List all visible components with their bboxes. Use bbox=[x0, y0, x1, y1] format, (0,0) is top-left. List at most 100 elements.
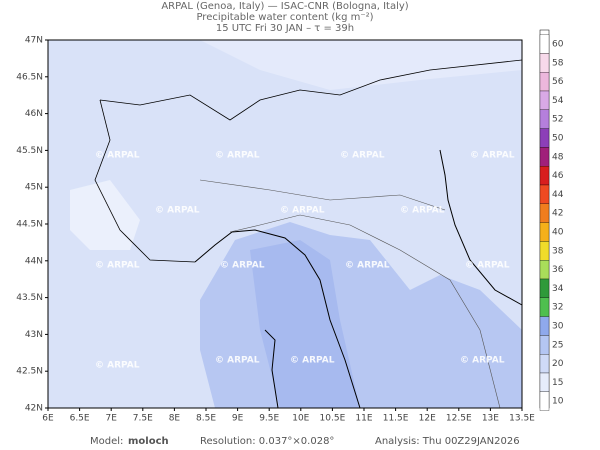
colorbar-label: 52 bbox=[552, 115, 563, 125]
color-swatch bbox=[539, 316, 550, 336]
watermark: © ARPAL bbox=[340, 151, 385, 161]
color-swatch bbox=[539, 166, 550, 186]
watermark: © ARPAL bbox=[95, 261, 140, 271]
watermark: © ARPAL bbox=[220, 261, 265, 271]
color-swatch bbox=[539, 335, 550, 355]
coastline bbox=[439, 149, 523, 306]
header-line: Precipitable water content (kg m⁻²) bbox=[196, 12, 373, 23]
colorbar-label: 32 bbox=[552, 303, 563, 313]
border bbox=[229, 214, 501, 409]
lon-label: 13.5E bbox=[509, 414, 535, 424]
lat-label: 42N bbox=[25, 404, 43, 414]
watermark: © ARPAL bbox=[95, 151, 140, 161]
footer-label: Model: bbox=[90, 436, 123, 447]
colorbar-label: 38 bbox=[552, 246, 564, 256]
footer-model: moloch bbox=[128, 436, 169, 447]
lat-label: 43N bbox=[25, 330, 43, 340]
colorbar-label: 44 bbox=[552, 190, 564, 200]
colorbar-label: 42 bbox=[552, 209, 563, 219]
lat-label: 44.5N bbox=[16, 220, 43, 230]
colorbar-label: 46 bbox=[552, 171, 564, 181]
lon-label: 13E bbox=[482, 414, 499, 424]
colorbar-label: 20 bbox=[552, 359, 564, 369]
header-line: ARPAL (Genoa, Italy) — ISAC-CNR (Bologna… bbox=[161, 1, 408, 12]
color-swatch bbox=[539, 34, 550, 54]
lat-label: 45.5N bbox=[16, 146, 43, 156]
watermark: © ARPAL bbox=[280, 206, 325, 216]
watermark: © ARPAL bbox=[400, 206, 445, 216]
lat-label: 46.5N bbox=[16, 72, 43, 82]
color-swatch bbox=[539, 297, 550, 317]
colorbar-label: 15 bbox=[552, 378, 563, 388]
color-swatch bbox=[539, 72, 550, 92]
colorbar-label: 34 bbox=[552, 284, 564, 294]
watermark: © ARPAL bbox=[290, 356, 335, 366]
coastline bbox=[194, 229, 361, 409]
coastline bbox=[264, 329, 279, 409]
map bbox=[47, 39, 523, 409]
lon-label: 10.5E bbox=[320, 414, 346, 424]
colorbar-label: 60 bbox=[552, 40, 564, 50]
color-swatch bbox=[539, 128, 550, 148]
colorbar-label: 48 bbox=[552, 152, 564, 162]
color-swatch bbox=[539, 372, 550, 392]
lon-label: 7E bbox=[105, 414, 117, 424]
lon-label: 9E bbox=[232, 414, 244, 424]
colorbar-label: 58 bbox=[552, 58, 564, 68]
watermark: © ARPAL bbox=[345, 261, 390, 271]
lat-label: 47N bbox=[25, 36, 43, 46]
lon-label: 8E bbox=[169, 414, 181, 424]
color-swatch bbox=[539, 90, 550, 110]
color-swatch bbox=[539, 109, 550, 129]
lat-label: 42.5N bbox=[16, 367, 43, 377]
border bbox=[199, 179, 446, 211]
lat-label: 45N bbox=[25, 183, 43, 193]
lat-label: 44N bbox=[25, 256, 43, 266]
watermark: © ARPAL bbox=[95, 361, 140, 371]
lon-label: 12E bbox=[419, 414, 436, 424]
color-swatch bbox=[539, 147, 550, 167]
colorbar-label: 56 bbox=[552, 77, 564, 87]
color-swatch bbox=[539, 203, 550, 223]
lon-label: 10E bbox=[292, 414, 309, 424]
color-swatch bbox=[539, 184, 550, 204]
watermark: © ARPAL bbox=[460, 356, 505, 366]
border bbox=[94, 99, 196, 263]
lon-label: 8.5E bbox=[196, 414, 216, 424]
colorbar-label: 36 bbox=[552, 265, 564, 275]
colorbar-label: 50 bbox=[552, 134, 564, 144]
color-swatch bbox=[539, 391, 550, 411]
lon-label: 6.5E bbox=[70, 414, 90, 424]
watermark: © ARPAL bbox=[470, 151, 515, 161]
lon-label: 9.5E bbox=[259, 414, 279, 424]
color-swatch bbox=[539, 354, 550, 374]
color-swatch bbox=[539, 260, 550, 280]
color-swatch bbox=[539, 222, 550, 242]
footer-resolution: Resolution: 0.037°×0.028° bbox=[200, 436, 334, 447]
colorbar-label: 10 bbox=[552, 397, 564, 407]
footer-analysis: Analysis: Thu 00Z29JAN2026 bbox=[375, 436, 520, 447]
lon-label: 12.5E bbox=[446, 414, 472, 424]
colorbar-label: 54 bbox=[552, 96, 564, 106]
watermark: © ARPAL bbox=[465, 261, 510, 271]
border bbox=[99, 59, 523, 121]
lon-label: 6E bbox=[42, 414, 54, 424]
color-swatch bbox=[539, 53, 550, 73]
region bbox=[250, 240, 360, 408]
watermark: © ARPAL bbox=[215, 356, 260, 366]
lon-label: 7.5E bbox=[133, 414, 153, 424]
lon-label: 11.5E bbox=[383, 414, 409, 424]
watermark: © ARPAL bbox=[155, 206, 200, 216]
lat-label: 46N bbox=[25, 109, 43, 119]
colorbar-label: 30 bbox=[552, 322, 564, 332]
region bbox=[48, 40, 522, 90]
colorbar-label: 40 bbox=[552, 228, 564, 238]
watermark: © ARPAL bbox=[215, 151, 260, 161]
lon-label: 11E bbox=[355, 414, 372, 424]
color-swatch bbox=[539, 241, 550, 261]
color-swatch bbox=[539, 278, 550, 298]
lat-label: 43.5N bbox=[16, 293, 43, 303]
colorbar-label: 25 bbox=[552, 340, 563, 350]
